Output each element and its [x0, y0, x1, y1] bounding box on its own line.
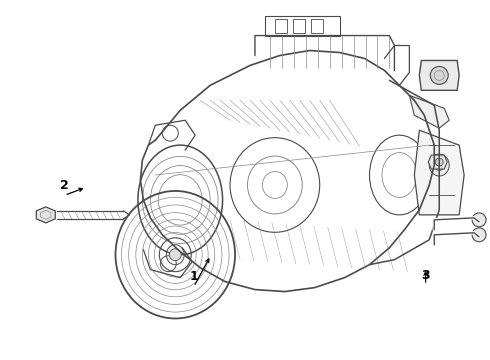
- Polygon shape: [409, 95, 449, 128]
- Ellipse shape: [429, 154, 449, 176]
- Ellipse shape: [435, 158, 443, 166]
- Circle shape: [472, 228, 486, 242]
- Circle shape: [169, 249, 181, 261]
- Polygon shape: [36, 207, 55, 223]
- Polygon shape: [428, 155, 447, 169]
- Polygon shape: [419, 60, 459, 90]
- Polygon shape: [415, 130, 464, 215]
- Circle shape: [472, 213, 486, 227]
- Text: 1: 1: [189, 270, 198, 283]
- Circle shape: [430, 67, 448, 84]
- Text: 3: 3: [421, 269, 430, 282]
- Text: 2: 2: [60, 179, 69, 192]
